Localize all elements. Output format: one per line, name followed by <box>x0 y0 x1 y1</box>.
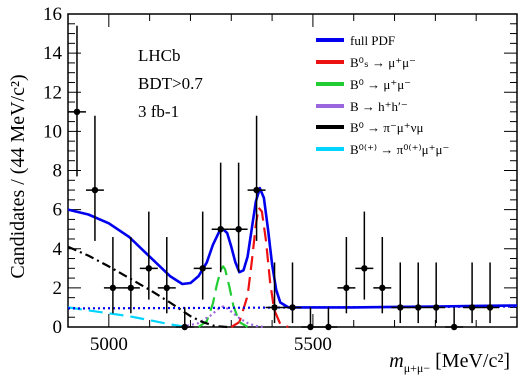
legend-label: B⁰⁽⁺⁾ → π⁰⁽⁺⁾μ⁺μ⁻ <box>350 142 449 157</box>
data-marker <box>235 225 242 233</box>
data-marker <box>127 284 135 292</box>
data-point <box>409 262 428 324</box>
data-marker <box>415 304 422 311</box>
data-marker <box>379 284 386 292</box>
data-marker <box>73 108 81 116</box>
curve <box>67 245 228 329</box>
data-marker <box>109 284 117 292</box>
data-point <box>355 211 374 300</box>
data-marker <box>486 304 494 311</box>
data-point <box>68 25 86 177</box>
data-point <box>121 237 140 314</box>
data-point <box>391 262 410 324</box>
point-layer <box>68 25 500 331</box>
data-point <box>175 307 194 331</box>
legend-entry: B⁰ₛ → μ⁺μ⁻ <box>316 55 416 70</box>
y-tick-label: 16 <box>43 4 62 25</box>
y-tick-label: 10 <box>43 121 62 142</box>
annotation: LHCb <box>138 46 181 65</box>
data-marker <box>361 265 368 272</box>
text-layer: 0 2 4 6 8 10 12 14 16 5000 5500 Candidates / (44 Me… <box>7 4 510 375</box>
legend-entry: full PDF <box>316 33 395 48</box>
legend-entry: B⁰ → π⁻μ⁺νμ <box>316 120 424 135</box>
legend-label: full PDF <box>350 33 395 48</box>
data-point <box>193 211 212 300</box>
data-marker <box>397 304 404 311</box>
data-marker <box>289 304 296 311</box>
x-axis-title: mμ+μ− [MeV/c²] <box>389 350 510 375</box>
curve <box>182 305 265 329</box>
data-point <box>229 162 248 273</box>
annotation: 3 fb-1 <box>138 102 179 121</box>
data-point <box>301 307 320 331</box>
data-marker <box>271 304 278 311</box>
y-tick-label: 14 <box>43 43 63 64</box>
data-point <box>427 262 446 324</box>
x-tick-label: 5500 <box>294 334 332 355</box>
data-point <box>319 307 338 331</box>
data-marker <box>253 186 260 194</box>
legend-entry: B⁰ → μ⁺μ⁻ <box>316 77 411 92</box>
y-tick-label: 2 <box>53 278 63 299</box>
y-tick-label: 6 <box>53 200 63 221</box>
legend-label: B⁰ → π⁻μ⁺νμ <box>350 120 424 135</box>
data-marker <box>217 225 224 233</box>
data-marker <box>432 304 440 311</box>
data-marker <box>199 265 206 272</box>
data-point <box>85 115 104 241</box>
data-marker <box>450 323 458 331</box>
data-point <box>211 162 230 273</box>
y-tick-label: 0 <box>53 317 63 338</box>
data-point <box>247 115 266 241</box>
curve <box>67 306 187 329</box>
x-tick-label: 5000 <box>90 334 128 355</box>
data-point <box>373 237 392 314</box>
legend-label: B⁰ₛ → μ⁺μ⁻ <box>350 55 416 70</box>
curve <box>197 265 249 328</box>
data-point <box>463 262 482 324</box>
data-point <box>157 237 176 314</box>
data-point <box>445 307 464 331</box>
data-point <box>481 262 500 324</box>
frame-layer <box>67 13 518 328</box>
y-axis-title: Candidates / (44 MeV/c²) <box>7 74 29 278</box>
data-marker <box>163 284 170 292</box>
legend-label: B → h⁺h′⁻ <box>350 99 408 114</box>
curve <box>67 305 518 310</box>
legend-label: B⁰ → μ⁺μ⁻ <box>350 77 411 92</box>
y-tick-label: 4 <box>53 239 63 260</box>
data-marker <box>307 323 314 331</box>
data-point <box>139 211 158 300</box>
legend-entry: B → h⁺h′⁻ <box>316 99 408 114</box>
legend-entry: B⁰⁽⁺⁾ → π⁰⁽⁺⁾μ⁺μ⁻ <box>316 142 449 157</box>
data-marker <box>468 304 476 311</box>
data-marker <box>343 284 350 292</box>
data-marker <box>145 265 153 272</box>
data-marker <box>325 323 332 331</box>
y-tick-label: 8 <box>53 161 63 182</box>
data-point <box>337 237 356 314</box>
y-tick-label: 12 <box>43 82 62 103</box>
data-marker <box>91 186 99 194</box>
annotation: BDT>0.7 <box>138 74 203 93</box>
data-point <box>283 262 302 324</box>
data-point <box>265 262 284 324</box>
data-point <box>103 237 122 314</box>
curve <box>230 206 289 329</box>
data-marker <box>181 323 188 331</box>
